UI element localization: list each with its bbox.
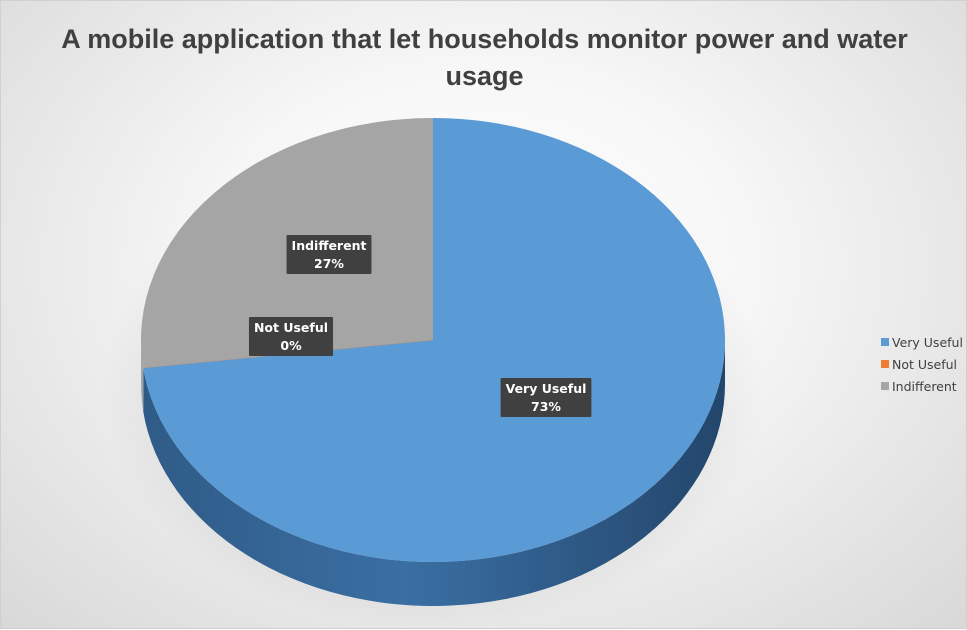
legend: Very Useful Not Useful Indifferent [881, 331, 963, 397]
legend-item-indifferent: Indifferent [881, 375, 963, 397]
data-label: Indifferent 27% [286, 235, 372, 274]
legend-swatch [881, 338, 889, 346]
data-label-category: Very Useful [506, 381, 587, 396]
data-label-value: 73% [531, 399, 561, 414]
data-label-category: Indifferent [292, 238, 367, 253]
data-label-category: Not Useful [254, 320, 328, 335]
pie-slice-side [141, 340, 144, 412]
data-label-value: 0% [280, 338, 302, 353]
pie-slice [143, 118, 725, 563]
data-label-value: 27% [314, 256, 344, 271]
data-label: Not Useful 0% [248, 317, 334, 356]
pie-slice-side [143, 340, 726, 607]
legend-label: Not Useful [892, 356, 958, 372]
legend-label: Very Useful [892, 334, 963, 350]
legend-label: Indifferent [892, 378, 957, 394]
legend-item-very-useful: Very Useful [881, 331, 963, 353]
chart-title: A mobile application that let households… [61, 24, 908, 91]
legend-swatch [881, 360, 889, 368]
legend-item-not-useful: Not Useful [881, 353, 963, 375]
legend-swatch [881, 382, 889, 390]
data-label: Very Useful 73% [500, 378, 592, 417]
